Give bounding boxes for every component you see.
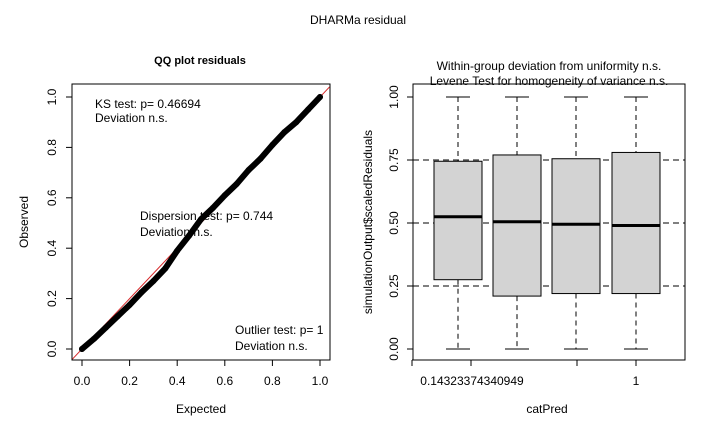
qq-point <box>293 119 300 126</box>
box-iqr <box>433 160 483 281</box>
qq-y-axis-label: Observed <box>17 196 31 248</box>
qq-point <box>257 155 264 162</box>
qq-x-tick-label: 0.8 <box>264 374 281 388</box>
box-iqr <box>551 158 601 295</box>
qq-point <box>198 216 204 223</box>
outlier-test-label: Outlier test: p= 1 <box>235 323 324 337</box>
box-plot-title: Within-group deviation from uniformity n… <box>437 59 662 73</box>
qq-point <box>90 335 97 342</box>
qq-point <box>174 247 181 254</box>
box-iqr <box>492 154 542 297</box>
qq-x-tick-label: 0.0 <box>74 374 91 388</box>
qq-x-tick-label: 0.4 <box>169 374 186 388</box>
qq-point <box>114 313 121 320</box>
qq-x-ticks: 0.0 0.2 0.4 0.6 0.8 1.0 <box>74 360 329 388</box>
qq-x-axis-label: Expected <box>176 402 226 416</box>
qq-point <box>221 192 228 199</box>
box-y-tick-label: 1.00 <box>387 85 401 109</box>
qq-point <box>150 277 157 284</box>
qq-point <box>269 141 276 148</box>
qq-plot-panel: QQ plot residuals 0.0 0.2 0.4 0.6 0.8 1.0 0.0… <box>17 55 331 416</box>
qq-y-tick-label: 0.4 <box>45 240 59 257</box>
qq-point <box>317 94 323 100</box>
qq-y-tick-label: 0.8 <box>45 139 59 156</box>
box-x-tick-label: 0.14323374340949 <box>420 374 524 388</box>
box-x-tick-label: 1 <box>633 374 640 388</box>
box-y-tick-label: 0.50 <box>387 211 401 235</box>
qq-x-tick-label: 0.6 <box>216 374 233 388</box>
box-y-axis-label: simulationOutput$scaledResiduals <box>361 130 375 314</box>
qq-y-tick-label: 1.0 <box>45 88 59 105</box>
qq-plot-title: QQ plot residuals <box>154 55 246 67</box>
qq-x-tick-label: 1.0 <box>312 374 329 388</box>
qq-point <box>102 324 109 331</box>
box-group <box>433 96 483 350</box>
qq-point <box>245 167 252 174</box>
box-group <box>551 96 601 350</box>
box-plot-panel: Within-group deviation from uniformity n… <box>361 59 686 416</box>
qq-point <box>305 106 312 113</box>
qq-point <box>233 180 240 187</box>
qq-point <box>79 346 85 352</box>
outlier-test-deviation: Deviation n.s. <box>235 339 308 353</box>
ks-test-deviation: Deviation n.s. <box>95 111 168 125</box>
qq-point <box>186 232 193 239</box>
qq-y-tick-label: 0.6 <box>45 189 59 206</box>
qq-x-tick-label: 0.2 <box>121 374 138 388</box>
dispersion-test-label: Dispersion test: p= 0.744 <box>140 209 273 223</box>
box-y-tick-label: 0.00 <box>387 337 401 361</box>
qq-y-tick-label: 0.2 <box>45 290 59 307</box>
qq-residual-points <box>79 94 323 352</box>
qq-point <box>126 301 133 308</box>
ks-test-label: KS test: p= 0.46694 <box>95 97 201 111</box>
qq-points <box>79 94 323 352</box>
box-plot-subtitle: Levene Test for homogeneity of variance … <box>430 74 669 88</box>
box-y-ticks: 0.00 0.25 0.50 0.75 1.00 <box>387 85 413 361</box>
qq-point <box>281 129 288 136</box>
dispersion-test-deviation: Deviation n.s. <box>140 225 213 239</box>
qq-point <box>162 265 169 272</box>
qq-y-tick-label: 0.0 <box>45 340 59 357</box>
box-plot-boxes <box>433 96 661 350</box>
qq-y-ticks: 0.0 0.2 0.4 0.6 0.8 1.0 <box>45 88 72 357</box>
window-title: DHARMa residual <box>310 13 406 27</box>
box-group <box>611 96 661 350</box>
box-iqr <box>611 151 661 295</box>
box-y-tick-label: 0.25 <box>387 274 401 298</box>
box-x-axis-label: catPred <box>526 402 567 416</box>
box-group <box>492 96 542 350</box>
box-x-ticks: 0.14323374340949 1 <box>411 360 640 388</box>
qq-point <box>138 289 145 296</box>
box-y-tick-label: 0.75 <box>387 148 401 172</box>
qq-point <box>209 204 216 211</box>
